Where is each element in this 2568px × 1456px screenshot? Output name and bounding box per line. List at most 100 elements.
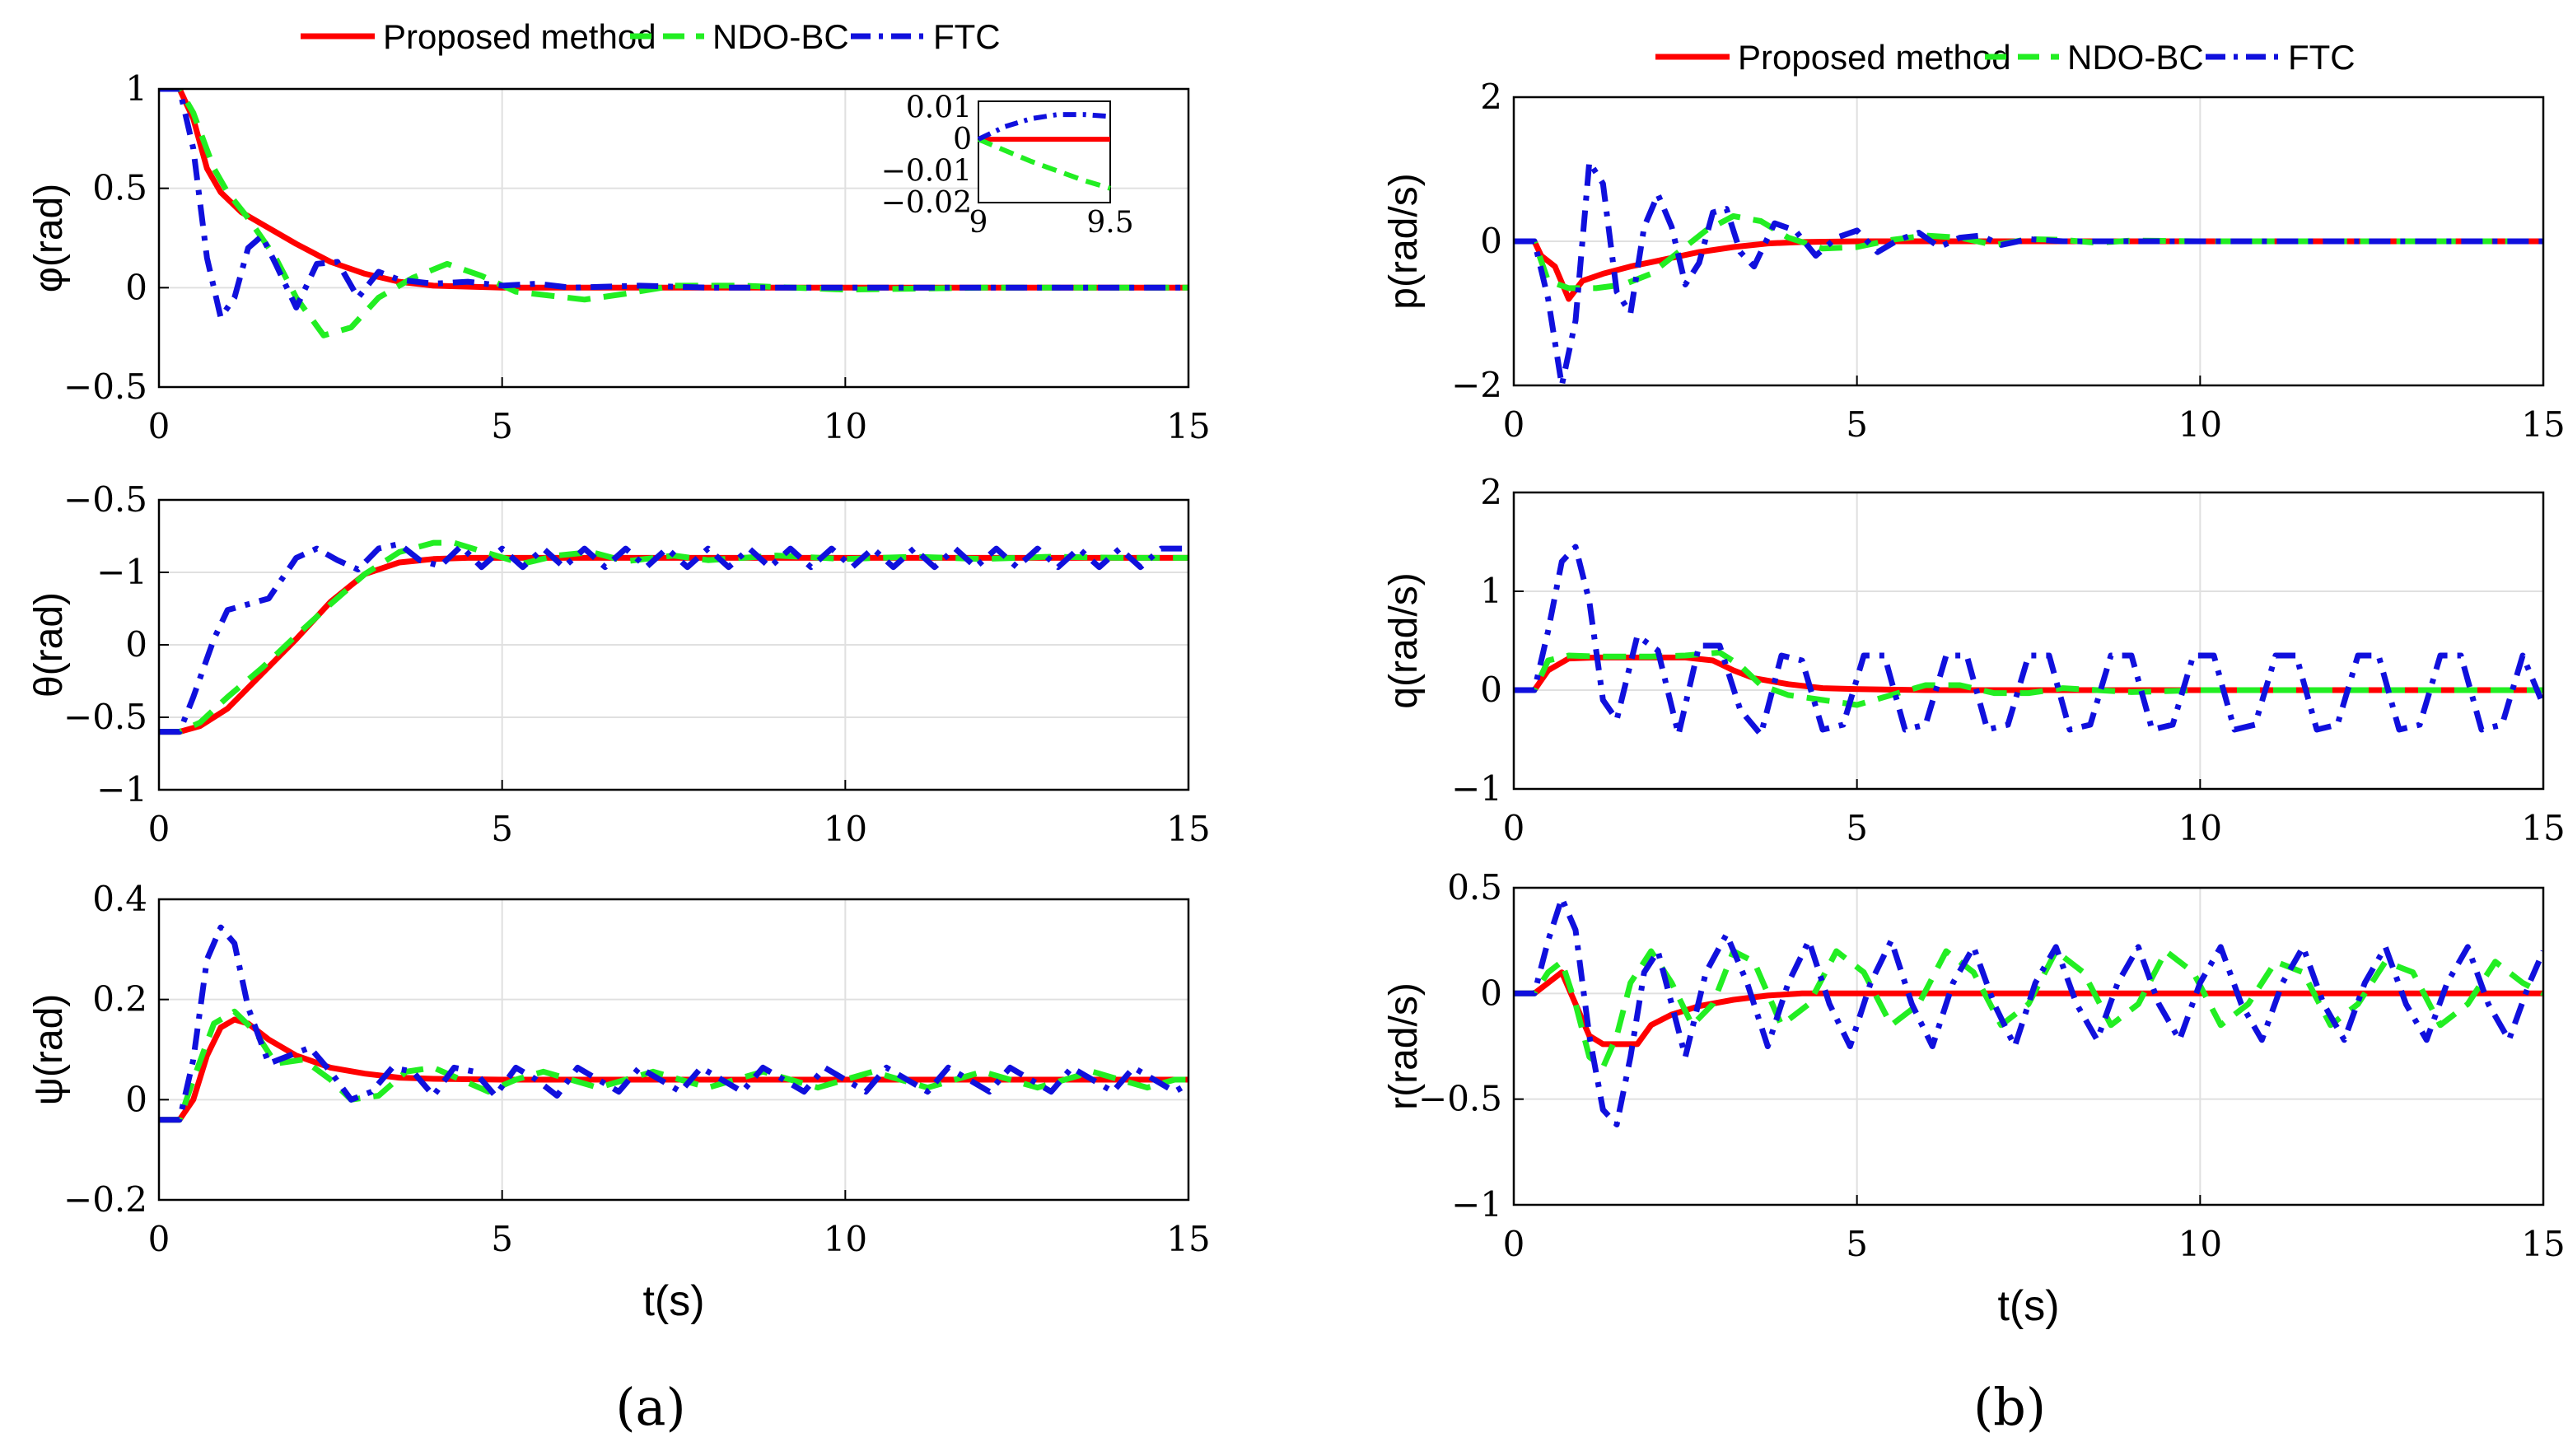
x-tick-label: 15 [2521, 404, 2565, 445]
x-tick-label: 5 [491, 406, 513, 446]
inset-x-tick-label: 9 [969, 206, 988, 240]
subplot-6: 0 5 10 15 0.5 0 −0.5 −1 r(rad/s) t(s) [1382, 867, 2566, 1330]
x-tick-label: 0 [1503, 404, 1525, 445]
series-group [159, 89, 1188, 338]
series-line-proposed-method [159, 1016, 1188, 1123]
axes-frame [1512, 96, 2545, 387]
legend-label: FTC [933, 17, 1001, 56]
legend-panel-a: Proposed method NDO-BC FTC [301, 17, 1001, 56]
x-tick-label: 15 [1166, 1219, 1210, 1259]
y-tick-label: −0.5 [63, 479, 147, 520]
y-tick-label: 2 [1480, 77, 1502, 117]
y-axis-label: q(rad/s) [1382, 572, 1426, 708]
series-line-ftc [159, 924, 1188, 1123]
series-group [1514, 544, 2543, 738]
y-tick-label: 1 [1480, 571, 1502, 611]
y-axis-label: ψ(rad) [27, 994, 71, 1106]
x-axis-label: t(s) [642, 1277, 704, 1325]
y-tick-label: −0.5 [63, 697, 147, 737]
y-tick-label: 0.5 [92, 168, 147, 208]
x-tick-label: 5 [1846, 1224, 1868, 1264]
series-line-ftc [1514, 895, 2543, 1127]
y-tick-label: 0 [1480, 973, 1502, 1013]
series-line-ndo-bc [1514, 948, 2543, 1071]
legend-label: NDO-BC [712, 17, 849, 56]
y-axis-label: r(rad/s) [1382, 982, 1426, 1110]
subplot-3: 0 5 10 150.40.20−0.2ψ(rad)t(s) [27, 879, 1211, 1325]
x-tick-label: 5 [491, 1219, 513, 1259]
y-tick-label: 0 [1480, 221, 1502, 261]
x-tick-label: 15 [1166, 406, 1210, 446]
axes-frame [157, 87, 1190, 389]
legend-label: Proposed method [1738, 38, 2011, 77]
y-axis-label: p(rad/s) [1382, 173, 1426, 309]
inset-x-tick-label: 9.5 [1086, 206, 1133, 240]
series-group [159, 924, 1188, 1123]
axes-frame [1512, 491, 2545, 791]
series-line-proposed-method [1514, 969, 2543, 1048]
x-tick-label: 0 [148, 406, 170, 446]
x-tick-label: 10 [2178, 1224, 2222, 1264]
y-tick-label: −0.5 [63, 366, 147, 407]
series-group [159, 539, 1188, 735]
y-tick-label: 0.2 [92, 979, 147, 1020]
inset-series-line [977, 112, 1111, 142]
legend-label: Proposed method [383, 17, 656, 56]
axes-frame [1512, 886, 2545, 1206]
y-tick-label: 0 [1480, 670, 1502, 710]
x-tick-label: 5 [491, 809, 513, 849]
x-tick-label: 10 [824, 809, 867, 849]
series-line-ftc [159, 89, 1188, 320]
series-line-ndo-bc [1514, 649, 2543, 708]
x-tick-label: 0 [148, 1219, 170, 1259]
inset-series-line [977, 137, 1111, 191]
x-tick-label: 15 [2521, 808, 2565, 848]
x-tick-label: 15 [2521, 1224, 2565, 1264]
axes-frame [157, 898, 1190, 1202]
y-axis-label: φ(rad) [27, 184, 71, 292]
legend-label: FTC [2288, 38, 2356, 77]
x-tick-label: 0 [1503, 808, 1525, 848]
subplot-2: 0 5 10 15−0.5−10−0.5−1θ(rad) [27, 479, 1211, 849]
inset-y-tick-label: −0.01 [881, 155, 972, 189]
y-tick-label: 0 [125, 1079, 147, 1119]
inset-y-tick-label: 0.01 [906, 91, 972, 125]
x-tick-label: 10 [2178, 404, 2222, 445]
series-line-ftc [1514, 159, 2543, 385]
x-tick-label: 0 [1503, 1224, 1525, 1264]
y-tick-label: −0.5 [1418, 1079, 1502, 1119]
y-tick-label: 1 [125, 68, 147, 109]
inset-y-tick-label: −0.02 [881, 186, 972, 220]
panel-label-b: (b) [1973, 1377, 2046, 1437]
axes-frame [157, 498, 1190, 791]
series-line-ndo-bc [1514, 212, 2543, 292]
y-tick-label: 0 [125, 624, 147, 665]
x-tick-label: 5 [1846, 404, 1868, 445]
y-tick-label: −1 [1451, 1184, 1502, 1225]
series-group [1514, 895, 2543, 1127]
x-tick-label: 10 [824, 406, 867, 446]
series-line-proposed-method [1514, 238, 2543, 302]
y-tick-label: 0 [125, 267, 147, 307]
y-axis-label: θ(rad) [27, 592, 71, 698]
y-tick-label: −0.2 [63, 1179, 147, 1220]
y-tick-label: 0.4 [92, 879, 147, 919]
x-tick-label: 10 [2178, 808, 2222, 848]
y-tick-label: −1 [1451, 768, 1502, 809]
x-tick-label: 15 [1166, 809, 1210, 849]
x-tick-label: 10 [824, 1219, 867, 1259]
x-tick-label: 0 [148, 809, 170, 849]
panel-label-a: (a) [615, 1377, 685, 1437]
inset-plot: 0.010−0.01−0.029 9.5 [881, 91, 1134, 240]
series-line-proposed-method [1514, 654, 2543, 693]
x-tick-label: 5 [1846, 808, 1868, 848]
x-axis-label: t(s) [1997, 1282, 2059, 1330]
series-group [1514, 159, 2543, 385]
inset-y-tick-label: 0 [953, 123, 972, 156]
legend-panel-b: Proposed method NDO-BC FTC [1655, 38, 2356, 77]
